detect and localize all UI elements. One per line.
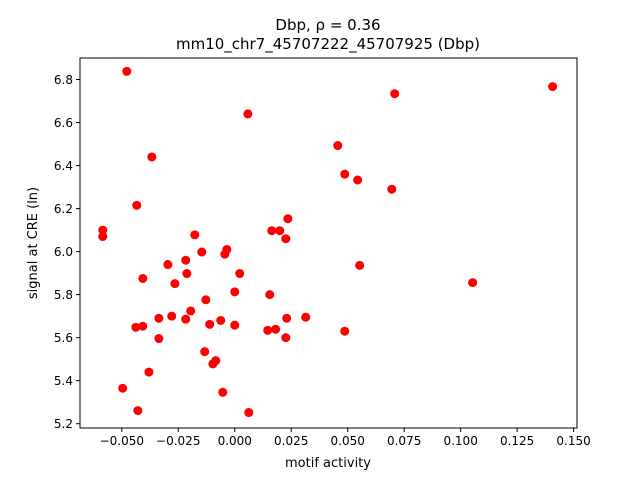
data-point [333,141,343,151]
x-tick-label: 0.100 [443,434,477,448]
y-tick-label: 6.2 [54,202,73,216]
data-point [340,326,350,336]
data-point [282,313,292,323]
data-point [281,234,291,244]
x-tick-label: 0.050 [331,434,365,448]
y-axis: 5.2 5.4 5.6 5.8 6.0 6.2 6.4 6.6 6.8 [54,73,80,431]
data-point [267,226,277,236]
data-point [138,321,148,331]
data-point [301,312,311,322]
y-tick-label: 5.6 [54,331,73,345]
y-tick-label: 6.6 [54,116,73,130]
y-tick-label: 5.2 [54,417,73,431]
data-point [218,387,228,397]
data-point [132,200,142,210]
data-point [200,347,210,357]
y-tick-label: 6.4 [54,159,73,173]
data-point [154,334,164,344]
data-point [205,319,215,329]
y-tick-label: 6.8 [54,73,73,87]
chart-title-line1: Dbp, ρ = 0.36 [275,16,380,34]
data-point [468,278,478,288]
data-point [186,306,196,316]
data-point [98,225,108,235]
data-point [170,279,180,289]
data-point [197,247,207,257]
chart-title-line2: mm10_chr7_45707222_45707925 (Dbp) [176,35,480,54]
data-point [182,269,192,279]
y-tick-label: 5.8 [54,288,73,302]
x-tick-label: 0.000 [218,434,252,448]
x-tick-label: −0.050 [100,434,144,448]
data-point [275,226,285,236]
data-point [244,408,254,418]
x-tick-label: −0.025 [156,434,200,448]
data-point [208,359,218,369]
data-point [133,406,143,416]
data-point [548,82,558,92]
data-point [281,333,291,343]
data-point [235,269,245,279]
data-point [230,320,240,330]
data-point [131,322,141,332]
data-point [387,184,397,194]
y-axis-label: signal at CRE (ln) [26,187,41,299]
x-tick-label: 0.025 [274,434,308,448]
data-point [163,260,173,270]
data-point [118,383,128,393]
data-point [390,89,400,99]
x-axis-label: motif activity [285,456,371,471]
x-tick-label: 0.075 [387,434,421,448]
data-point [271,324,281,334]
data-point [144,367,154,377]
data-point [98,232,108,242]
data-point [147,152,157,162]
data-point [263,325,273,335]
x-tick-label: 0.150 [556,434,590,448]
data-point [355,260,365,270]
data-point [353,175,363,185]
data-point [340,169,350,179]
data-point [154,313,164,323]
y-tick-label: 6.0 [54,245,73,259]
data-point [220,249,230,259]
data-point [201,295,211,305]
data-point [243,109,253,119]
data-point [167,311,177,321]
data-point [265,290,275,300]
x-tick-label: 0.125 [500,434,534,448]
data-point [122,66,132,76]
data-point [190,230,200,240]
data-point [230,287,240,297]
plot-frame [79,57,578,429]
data-point [216,315,226,325]
points-layer [98,66,558,418]
data-point [181,314,191,324]
data-point [138,273,148,283]
x-axis: −0.050 −0.025 0.000 0.025 0.050 0.075 0.100 0.1… [100,428,591,448]
y-tick-label: 5.4 [54,374,73,388]
data-point [283,214,293,224]
data-point [181,255,191,265]
